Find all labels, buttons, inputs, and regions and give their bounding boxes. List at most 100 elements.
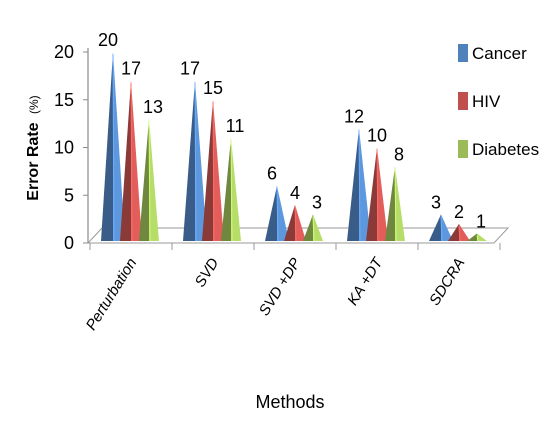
y-tick-label: 20 [54,42,74,62]
chart-axes: 0 5 10 15 20 Perturbation SVD SVD +DP KA +DT SDCR… [54,42,510,333]
data-label: 20 [98,30,118,50]
x-tick-label: Perturbation [83,255,141,333]
cone-lit-face [213,99,224,241]
chart-legend: Cancer HIV Diabetes [458,44,539,159]
cone-shadow-face [448,223,459,241]
legend-label-diabetes: Diabetes [472,140,539,159]
cone-highlight [230,139,233,242]
cone-diabetes [139,118,159,242]
cone-cancer [265,185,289,242]
x-tick-label: KA +DT [344,254,387,309]
x-tick-label: SDCRA [426,255,468,309]
cone-lit-face [113,52,125,241]
cone-highlight [394,168,397,242]
cone-highlight [294,206,297,242]
cone-hiv [202,99,224,242]
cone-lit-face [277,185,289,241]
cone-hiv [448,223,470,242]
cone-highlight [458,225,461,242]
cone-shadow-face [139,118,149,241]
cone-lit-face [313,214,323,241]
data-label: 15 [203,78,223,98]
cone-highlight [112,53,115,242]
cone-lit-face [359,128,371,241]
y-axis-label-text: Error Rate [25,122,42,200]
cone-cancer [101,52,125,242]
cone-lit-face [295,204,306,241]
cone-lit-face [131,80,142,242]
cone-cancer [347,128,371,242]
cone-highlight [376,149,379,242]
cone-highlight [276,187,279,242]
cone-shadow-face [284,204,295,241]
cone-hiv [284,204,306,242]
y-tick-label: 15 [54,90,74,110]
legend-label-cancer: Cancer [472,44,527,63]
legend-swatch-diabetes [458,140,468,158]
cone-cancer [183,80,207,242]
cone-shadow-face [467,233,477,241]
cone-diabetes [303,214,323,242]
chart-marks [101,52,487,242]
cone-diabetes [385,166,405,242]
legend-swatch-hiv [458,92,468,110]
x-tick-label: SVD [192,255,223,290]
data-label: 17 [121,59,141,79]
legend-label-hiv: HIV [472,92,501,111]
data-label: 8 [394,145,404,165]
cone-shadow-face [347,128,359,241]
cone-shadow-face [385,166,395,241]
x-tick-label: SVD +DP [256,255,305,319]
x-axis-label: Methods [255,392,324,412]
data-label: 3 [431,192,441,212]
cone-hiv [366,147,388,242]
cone-highlight [148,120,151,242]
data-label: 10 [367,126,387,146]
cone-shadow-face [429,214,441,241]
cone-highlight [130,82,133,242]
data-label: 2 [454,202,464,222]
y-axis-label: Error Rate (%) [25,95,42,200]
cone-diabetes [221,137,241,242]
cone-lit-face [441,214,453,241]
cone-highlight [476,235,479,242]
cone-lit-face [195,80,207,242]
cone-highlight [212,101,215,242]
cone-shadow-face [366,147,377,241]
cone-lit-face [459,223,470,241]
cone-shadow-face [183,80,195,242]
data-label: 6 [267,164,277,184]
y-tick-label: 10 [54,138,74,158]
y-tick-label: 5 [64,185,74,205]
cone-highlight [440,216,443,242]
cone-shadow-face [101,52,113,241]
cone-shadow-face [120,80,131,242]
cone-lit-face [231,137,241,241]
cone-shadow-face [202,99,213,241]
data-label: 17 [180,59,200,79]
cone-diabetes [467,233,487,242]
data-label: 1 [476,211,486,231]
cone-lit-face [377,147,388,241]
data-label: 13 [143,97,163,117]
cone-highlight [358,130,361,242]
cone-shadow-face [303,214,313,241]
legend-swatch-cancer [458,44,468,62]
cone-hiv [120,80,142,242]
cone-highlight [312,216,315,242]
data-label: 11 [226,116,245,136]
cone-highlight [194,82,197,242]
cone-lit-face [149,118,159,241]
cone-shadow-face [265,185,277,241]
cone-cancer [429,214,453,242]
y-tick-label: 0 [64,233,74,253]
data-label: 4 [290,183,300,203]
y-axis-label-unit: (%) [27,95,41,114]
cone-lit-face [395,166,405,241]
cone-shadow-face [221,137,231,241]
data-label: 3 [312,192,322,212]
cone-lit-face [477,233,487,241]
data-label: 12 [344,106,364,126]
